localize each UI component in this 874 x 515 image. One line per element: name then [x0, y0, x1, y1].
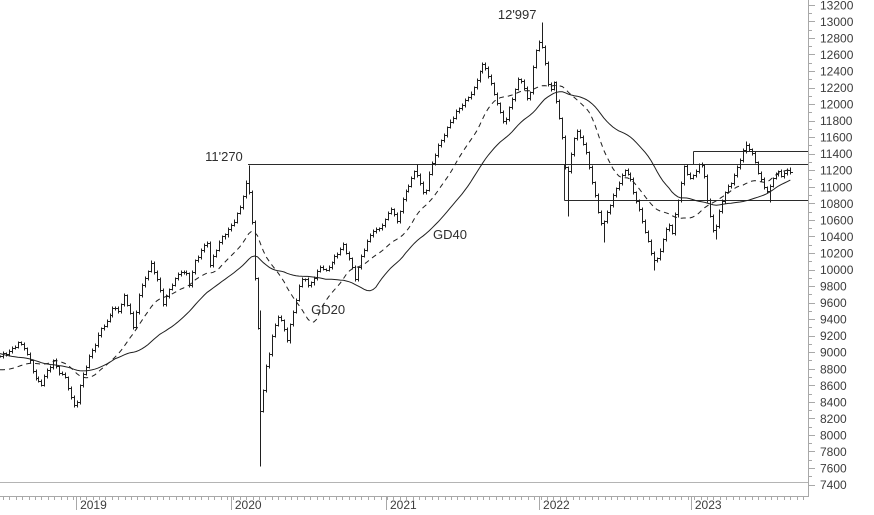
level-lines: [248, 151, 808, 201]
x-axis-year-label: 2021: [390, 498, 417, 512]
y-axis-label: 12000: [820, 98, 854, 112]
y-axis-label: 11800: [820, 114, 853, 128]
x-axis: 2019 2020 2021 2022 2023: [3, 496, 804, 512]
y-axis-label: 13200: [820, 0, 854, 12]
gd40-line: [0, 91, 791, 372]
x-axis-year-label: 2023: [695, 498, 722, 512]
y-axis-label: 9600: [820, 296, 847, 310]
y-axis-label: 13000: [820, 15, 854, 29]
x-axis-year-label: 2020: [235, 498, 262, 512]
y-axis-label: 10800: [820, 197, 854, 211]
y-axis-label: 11000: [820, 180, 853, 194]
y-axis: 13200 13000 12800 12600 12400 12200 12000 11800…: [808, 0, 854, 492]
y-axis-label: 12400: [820, 64, 854, 78]
y-axis-label: 10600: [820, 213, 854, 227]
y-axis-label: 9200: [820, 329, 847, 343]
y-axis-label: 12600: [820, 48, 854, 62]
y-axis-label: 8600: [820, 379, 847, 393]
resistance-price-label: 11'270: [205, 148, 243, 164]
y-axis-label: 10000: [820, 263, 854, 277]
y-axis-label: 9800: [820, 280, 847, 294]
x-axis-year-label: 2019: [80, 498, 107, 512]
axes: [0, 0, 809, 497]
y-axis-label: 9400: [820, 313, 847, 327]
y-axis-label: 7800: [820, 445, 847, 459]
y-axis-label: 8400: [820, 395, 847, 409]
y-axis-label: 7400: [820, 478, 847, 492]
y-axis-label: 11400: [820, 147, 853, 161]
y-axis-label: 8000: [820, 428, 847, 442]
y-axis-label: 12200: [820, 81, 854, 95]
y-axis-label: 8200: [820, 412, 847, 426]
y-axis-label: 12800: [820, 31, 854, 45]
y-axis-label: 11600: [820, 131, 853, 145]
gd20-line: [0, 84, 791, 379]
y-axis-label: 9000: [820, 346, 847, 360]
gd20-label: GD20: [311, 302, 346, 317]
y-axis-label: 11200: [820, 164, 853, 178]
gd40-label: GD40: [433, 226, 468, 242]
y-axis-label: 10400: [820, 230, 854, 244]
peak-price-label: 12'997: [497, 6, 537, 22]
y-axis-label: 8800: [820, 362, 847, 376]
ohlc-bars: [0, 22, 793, 467]
y-axis-label: 10200: [820, 246, 854, 260]
x-axis-year-label: 2022: [543, 498, 570, 512]
y-axis-label: 7600: [820, 462, 847, 476]
